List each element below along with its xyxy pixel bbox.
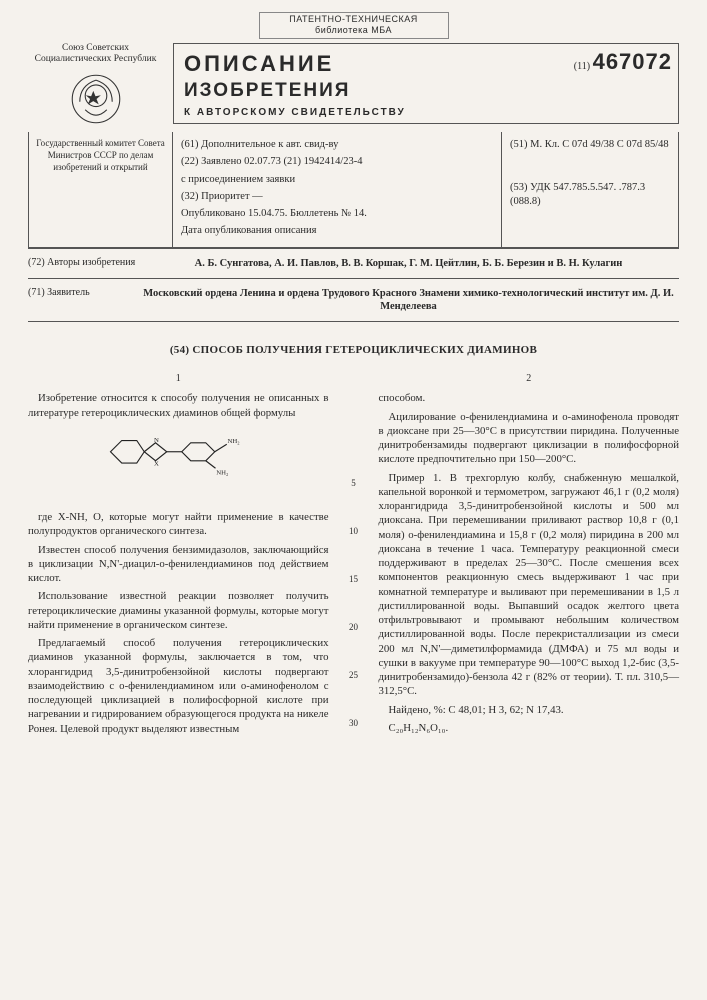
ln-5: 5 bbox=[347, 478, 361, 490]
authors-value: А. Б. Сунгатова, А. И. Павлов, В. В. Кор… bbox=[138, 257, 679, 270]
committee-label: Государственный комитет Совета Министров… bbox=[29, 132, 172, 247]
applicant-row: (71) Заявитель Московский ордена Ленина … bbox=[28, 279, 679, 322]
col1-p1: Изобретение относится к способу получени… bbox=[28, 391, 329, 420]
masthead: Союз Советских Социалистических Республи… bbox=[28, 43, 679, 133]
col1-p5: Предлагаемый способ получения гетероцикл… bbox=[28, 636, 329, 736]
column-1: 1 Изобретение относится к способу получе… bbox=[28, 372, 329, 765]
column-2: 2 способом. Ацилирование о-фенилендиамин… bbox=[379, 372, 680, 765]
ln-10: 10 bbox=[347, 526, 361, 538]
line-number-gutter: 5 10 15 20 25 30 bbox=[347, 372, 361, 765]
col2-p2: Ацилирование о-фенилендиамина и о-аминоф… bbox=[379, 410, 680, 467]
meta-pubdate: Дата опубликования описания bbox=[181, 224, 493, 237]
ln-25: 25 bbox=[347, 670, 361, 682]
doc-kind-subtitle: ИЗОБРЕТЕНИЯ bbox=[184, 79, 668, 103]
ln-30: 30 bbox=[347, 718, 361, 730]
col2-p1: способом. bbox=[379, 391, 680, 405]
col2-p3: Пример 1. В трехгорлую колбу, снабженную… bbox=[379, 471, 680, 699]
num-prefix: (11) bbox=[574, 61, 590, 72]
doc-kind-sub2: К АВТОРСКОМУ СВИДЕТЕЛЬСТВУ bbox=[184, 107, 668, 120]
invention-title: (54) СПОСОБ ПОЛУЧЕНИЯ ГЕТЕРОЦИКЛИЧЕСКИХ … bbox=[28, 344, 679, 358]
patent-number: 467072 bbox=[593, 49, 672, 74]
meta-22b: с присоединением заявки bbox=[181, 173, 493, 186]
col1-p3: Известен способ получения бензимидазолов… bbox=[28, 543, 329, 586]
applicant-value: Московский ордена Ленина и ордена Трудов… bbox=[138, 287, 679, 313]
svg-text:NH₂: NH₂ bbox=[228, 438, 240, 445]
meta-51: (51) М. Кл. C 07d 49/38 C 07d 85/48 bbox=[510, 138, 670, 151]
applicant-label: (71) Заявитель bbox=[28, 287, 138, 313]
svg-text:X: X bbox=[154, 460, 159, 467]
library-stamp: ПАТЕНТНО-ТЕХНИЧЕСКАЯ библиотека МБА bbox=[259, 12, 449, 39]
meta-32: (32) Приоритет — bbox=[181, 190, 493, 203]
col1-number: 1 bbox=[28, 372, 329, 385]
col1-p2: где X-NH, O, которые могут найти примене… bbox=[28, 510, 329, 539]
ln-15: 15 bbox=[347, 574, 361, 586]
ln-20: 20 bbox=[347, 622, 361, 634]
union-label: Союз Советских Социалистических Республи… bbox=[28, 43, 163, 67]
chemical-formula-icon: N X NH₂ NH₂ bbox=[28, 428, 329, 502]
svg-text:N: N bbox=[154, 437, 159, 444]
meta-61: (61) Дополнительное к авт. свид-ву bbox=[181, 138, 493, 151]
authors-label: (72) Авторы изобретения bbox=[28, 257, 138, 270]
col2-number: 2 bbox=[379, 372, 680, 385]
meta-53: (53) УДК 547.785.5.547. .787.3 (088.8) bbox=[510, 181, 670, 207]
meta-grid: Государственный комитет Совета Министров… bbox=[28, 132, 679, 248]
col1-p4: Использование известной реакции позволяе… bbox=[28, 589, 329, 632]
authors-row: (72) Авторы изобретения А. Б. Сунгатова,… bbox=[28, 248, 679, 279]
meta-pub: Опубликовано 15.04.75. Бюллетень № 14. bbox=[181, 207, 493, 220]
meta-22: (22) Заявлено 02.07.73 (21) 1942414/23-4 bbox=[181, 155, 493, 168]
svg-text:NH₂: NH₂ bbox=[217, 469, 229, 476]
body-columns: 1 Изобретение относится к способу получе… bbox=[28, 372, 679, 765]
col2-p4: Найдено, %: C 48,01; H 3, 62; N 17,43. bbox=[379, 703, 680, 717]
ussr-emblem-icon bbox=[69, 72, 123, 126]
col2-p5: C₂₀H₁₂N₆O₁₀. bbox=[379, 721, 680, 735]
